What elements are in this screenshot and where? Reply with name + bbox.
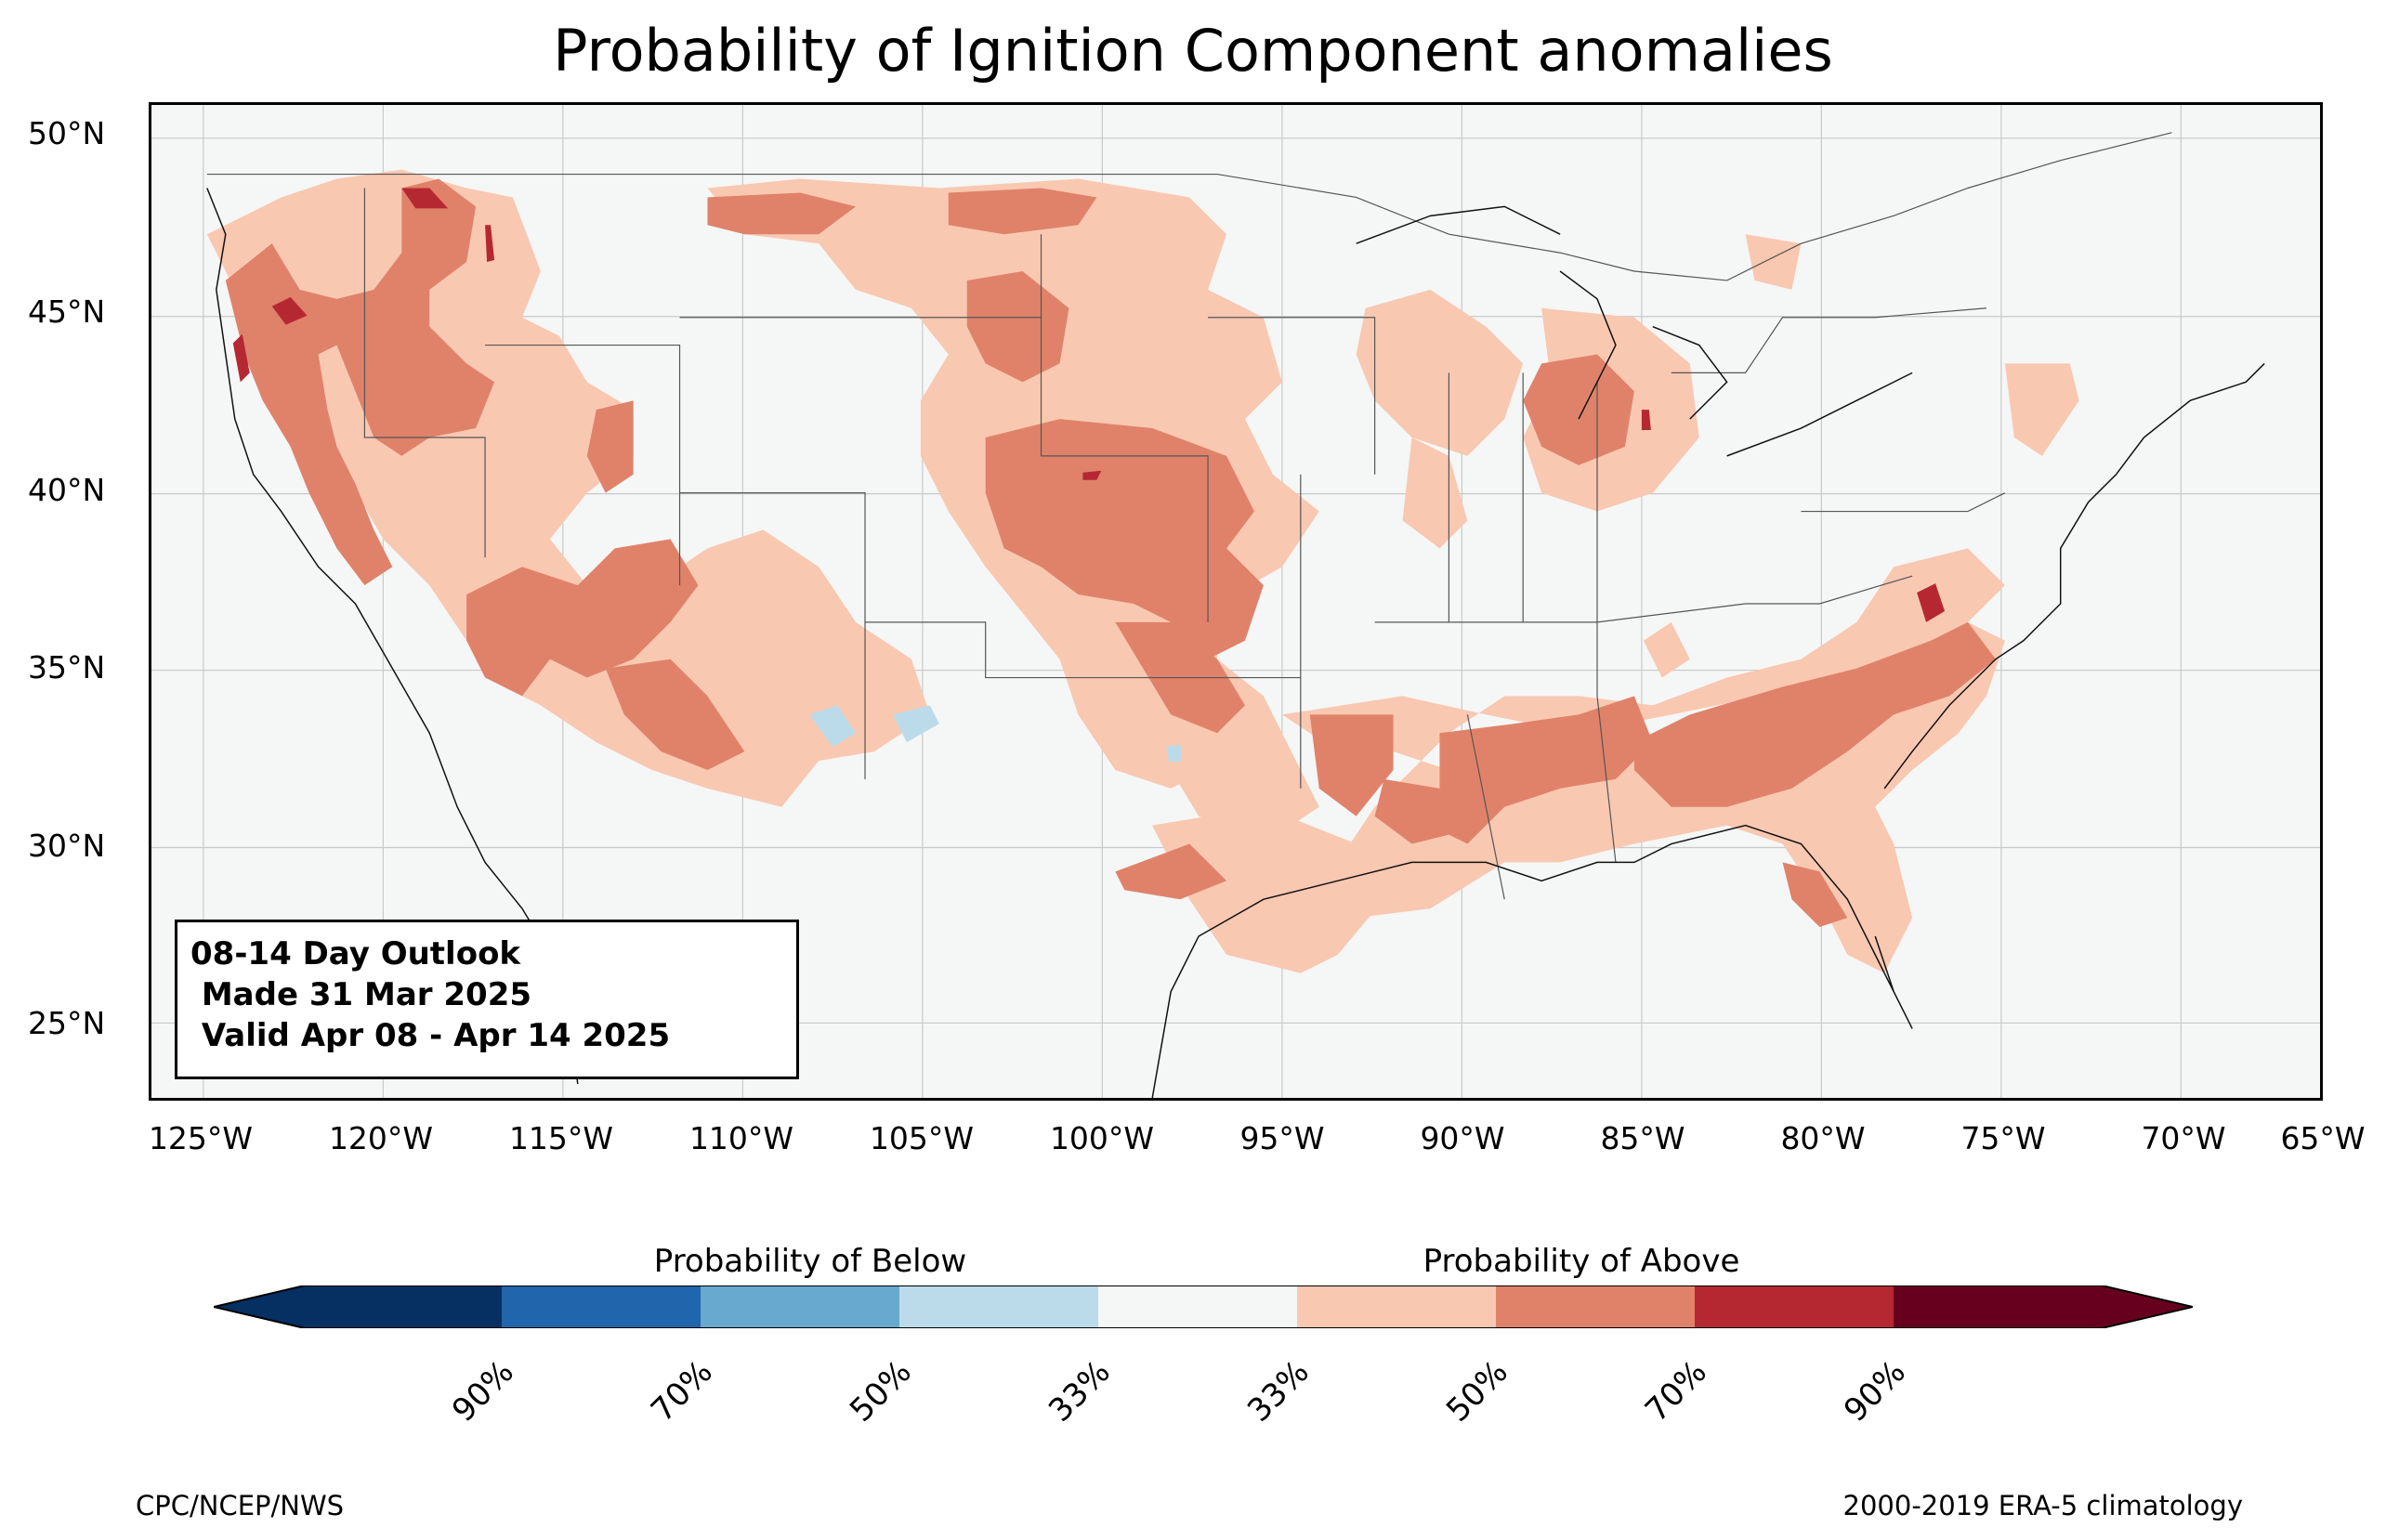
colorbar-tick-below-33: 33% [1042, 1353, 1118, 1429]
colorbar-above-label: Probability of Above [1422, 1243, 1740, 1280]
outlook-info-box: 08-14 Day Outlook Made 31 Mar 2025 Valid… [175, 920, 799, 1079]
lon-label-115w: 115°W [508, 1120, 614, 1156]
colorbar-above-33 [1297, 1286, 1496, 1328]
colorbar-above-70 [1695, 1286, 1894, 1328]
colorbar-above-extreme [2102, 1286, 2193, 1328]
footer-climatology: 2000-2019 ERA-5 climatology [1842, 1490, 2243, 1521]
lon-label-120w: 120°W [328, 1120, 434, 1156]
outlook-period: 08-14 Day Outlook [190, 935, 521, 972]
colorbar-below-70 [701, 1286, 899, 1328]
outlook-valid-range: Valid Apr 08 - Apr 14 2025 [190, 1017, 671, 1054]
colorbar-tick-above-50: 50% [1439, 1353, 1515, 1429]
lon-label-80w: 80°W [1780, 1120, 1866, 1156]
lon-label-75w: 75°W [1960, 1120, 2046, 1156]
lon-label-110w: 110°W [688, 1120, 794, 1156]
lon-label-125w: 125°W [148, 1120, 254, 1156]
colorbar-tick-above-70: 70% [1638, 1353, 1714, 1429]
state-borders [206, 132, 2172, 900]
colorbar-above-50 [1496, 1286, 1695, 1328]
outlook-made-date: Made 31 Mar 2025 [190, 976, 532, 1013]
colorbar-below-extreme [214, 1286, 305, 1328]
colorbar-below-90 [502, 1286, 701, 1328]
lat-label-25n: 25°N [28, 1005, 106, 1041]
colorbar-below-label: Probability of Below [653, 1243, 967, 1280]
map-title: Probability of Ignition Component anomal… [553, 17, 1833, 85]
colorbar-tick-below-50: 50% [843, 1353, 919, 1429]
lon-label-65w: 65°W [2280, 1120, 2366, 1156]
lat-label-40n: 40°N [28, 472, 106, 508]
footer-source: CPC/NCEP/NWS [136, 1490, 345, 1521]
colorbar-below-extreme-band [305, 1286, 502, 1328]
colorbar-below-50 [899, 1286, 1098, 1328]
colorbar-tick-above-33: 33% [1240, 1353, 1317, 1429]
lon-label-90w: 90°W [1420, 1120, 1505, 1156]
colorbar-above-extreme-band [1894, 1286, 2102, 1328]
lon-label-105w: 105°W [869, 1120, 975, 1156]
lon-label-85w: 85°W [1600, 1120, 1685, 1156]
lon-label-95w: 95°W [1239, 1120, 1325, 1156]
colorbar-neutral [1098, 1286, 1297, 1328]
above-50-regions [225, 178, 1996, 928]
lon-label-100w: 100°W [1049, 1120, 1155, 1156]
lat-label-30n: 30°N [28, 828, 106, 864]
us-map [151, 105, 2320, 1098]
colorbar [214, 1286, 2193, 1328]
colorbar-tick-below-90: 90% [445, 1353, 521, 1429]
colorbar-tick-above-90: 90% [1837, 1353, 1913, 1429]
lat-label-50n: 50°N [28, 115, 106, 151]
lat-label-45n: 45°N [28, 294, 106, 330]
above-70-regions [232, 188, 1946, 622]
lon-label-70w: 70°W [2141, 1120, 2226, 1156]
lat-label-35n: 35°N [28, 649, 106, 685]
colorbar-tick-below-70: 70% [644, 1353, 720, 1429]
